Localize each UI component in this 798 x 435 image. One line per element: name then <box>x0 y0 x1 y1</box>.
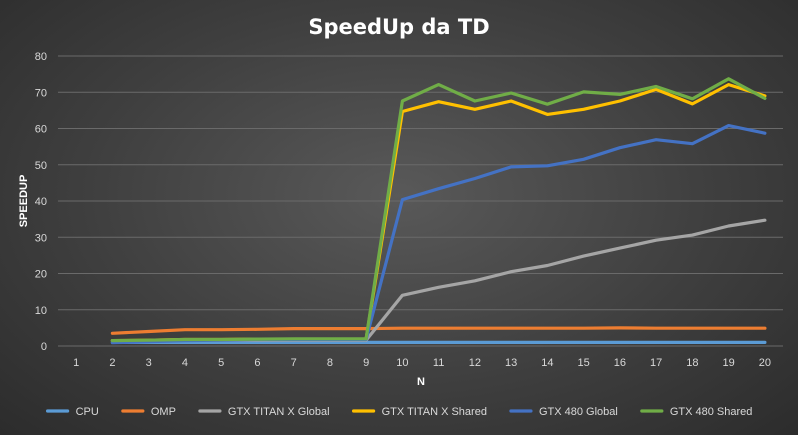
y-tick-label: 30 <box>35 232 47 244</box>
x-tick-label: 7 <box>291 357 297 369</box>
series-line-2 <box>110 218 767 343</box>
y-tick-label: 10 <box>35 305 47 317</box>
x-tick-label: 20 <box>759 357 771 369</box>
x-tick-label: 19 <box>723 357 735 369</box>
x-tick-label: 14 <box>541 357 553 369</box>
x-tick-label: 2 <box>109 357 115 369</box>
series-line-1 <box>110 326 767 335</box>
legend-item: GTX TITAN X Shared <box>351 406 487 418</box>
y-tick-label: 0 <box>41 341 47 353</box>
x-tick-label: 4 <box>182 357 188 369</box>
x-tick-label: 6 <box>254 357 260 369</box>
legend-label: CPU <box>76 406 99 418</box>
legend: CPU OMP GTX TITAN X Global GTX TITAN X Shar… <box>46 406 753 418</box>
y-tick-label: 60 <box>35 124 47 136</box>
legend-item: GTX TITAN X Global <box>198 406 330 418</box>
y-tick-label: 20 <box>35 269 47 281</box>
x-tick-label: 13 <box>505 357 517 369</box>
legend-label: GTX 480 Shared <box>670 406 753 418</box>
legend-label: GTX TITAN X Global <box>228 406 330 418</box>
legend-item: GTX 480 Global <box>509 406 618 418</box>
y-tick-label: 50 <box>35 160 47 172</box>
x-tick-label: 18 <box>686 357 698 369</box>
series-line-3 <box>110 82 767 343</box>
legend-label: OMP <box>151 406 176 418</box>
x-tick-label: 10 <box>396 357 408 369</box>
x-tick-label: 16 <box>614 357 626 369</box>
x-tick-label: 5 <box>218 357 224 369</box>
x-tick-label: 8 <box>327 357 333 369</box>
x-axis-ticks: 1 2 3 4 5 6 7 8 9 10 11 12 13 14 15 16 17 18 19 20 <box>73 357 771 369</box>
y-tick-label: 80 <box>35 51 47 63</box>
legend-item: GTX 480 Shared <box>640 406 753 418</box>
x-tick-label: 17 <box>650 357 662 369</box>
x-tick-label: 9 <box>363 357 369 369</box>
series-line-5 <box>110 77 767 343</box>
x-tick-label: 3 <box>146 357 152 369</box>
chart-title: SpeedUp da TD <box>308 15 489 39</box>
y-axis-ticks: 0 10 20 30 40 50 60 70 80 <box>35 51 47 353</box>
y-tick-label: 70 <box>35 87 47 99</box>
x-tick-label: 1 <box>73 357 79 369</box>
y-tick-label: 40 <box>35 196 47 208</box>
x-tick-label: 15 <box>578 357 590 369</box>
x-tick-label: 12 <box>469 357 481 369</box>
legend-item: CPU <box>46 406 99 418</box>
series-lines <box>110 77 767 345</box>
x-axis-label: N <box>417 376 425 388</box>
y-axis-label: SPEEDUP <box>18 175 30 228</box>
gridlines <box>58 55 783 347</box>
x-tick-label: 11 <box>433 357 444 369</box>
legend-item: OMP <box>121 406 176 418</box>
legend-label: GTX TITAN X Shared <box>382 406 487 418</box>
legend-label: GTX 480 Global <box>539 406 618 418</box>
